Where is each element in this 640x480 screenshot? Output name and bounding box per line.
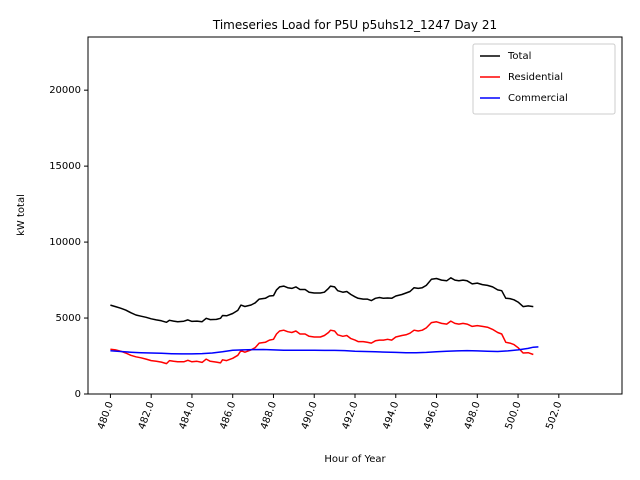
series-line-residential [110,320,534,365]
y-tick-label: 5000 [56,313,81,324]
legend-label-commercial: Commercial [508,93,568,104]
series-line-commercial [110,346,539,355]
y-tick-label: 10000 [49,237,81,248]
legend: Total Residential Commercial [472,43,616,115]
y-tick-label: 15000 [49,161,81,172]
y-axis-ticks: 0 5000 10000 15000 20000 [49,85,88,400]
legend-label-residential: Residential [508,72,563,83]
chart-title: Timeseries Load for P5U p5uhs12_1247 Day… [212,18,497,32]
legend-label-total: Total [507,51,531,62]
series-line-total [110,277,534,324]
y-tick-label: 20000 [49,85,81,96]
legend-box [472,43,616,115]
series-layer [110,277,539,365]
y-tick-label: 0 [75,389,81,400]
x-axis-label: Hour of Year [324,454,386,465]
y-axis-label: kW total [16,194,27,236]
